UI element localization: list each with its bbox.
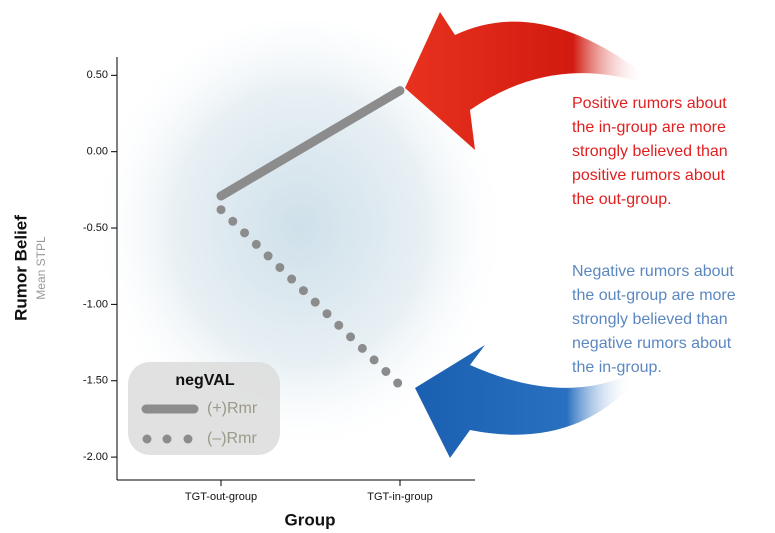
annotation: the in-group. <box>572 359 662 376</box>
y-tick-label: -2.00 <box>83 451 108 463</box>
x-tick-label: TGT-in-group <box>367 491 432 503</box>
legend-label: (+)Rmr <box>207 400 258 417</box>
legend-box <box>128 362 280 455</box>
legend-title: negVAL <box>175 372 234 389</box>
legend-swatch <box>162 434 172 444</box>
legend-swatch <box>183 434 193 444</box>
annotation: the in-group are more <box>572 119 726 136</box>
annotation: the out-group. <box>572 191 672 208</box>
y-axis-sublabel: Mean STPL <box>34 236 48 300</box>
y-tick-label: 0.50 <box>87 69 108 81</box>
legend-swatch <box>142 434 152 444</box>
annotation: strongly believed than <box>572 311 728 328</box>
y-tick-label: 0.00 <box>87 146 108 158</box>
y-tick-label: -0.50 <box>83 222 108 234</box>
annotation: Positive rumors about <box>572 95 727 112</box>
annotation: the out-group are more <box>572 287 736 304</box>
blue-arrow <box>415 345 632 458</box>
annotation: Negative rumors about <box>572 263 734 280</box>
annotation: strongly believed than <box>572 143 728 160</box>
annotation: positive rumors about <box>572 167 726 184</box>
red-arrow <box>405 12 645 150</box>
legend-label: (–)Rmr <box>207 430 257 447</box>
series-line <box>216 86 405 201</box>
y-tick-label: -1.50 <box>83 375 108 387</box>
annotation: negative rumors about <box>572 335 732 352</box>
y-tick-label: -1.00 <box>83 298 108 310</box>
x-tick-label: TGT-out-group <box>185 491 257 503</box>
y-axis-label: Rumor Belief <box>11 215 30 321</box>
x-axis-label: Group <box>285 510 336 529</box>
